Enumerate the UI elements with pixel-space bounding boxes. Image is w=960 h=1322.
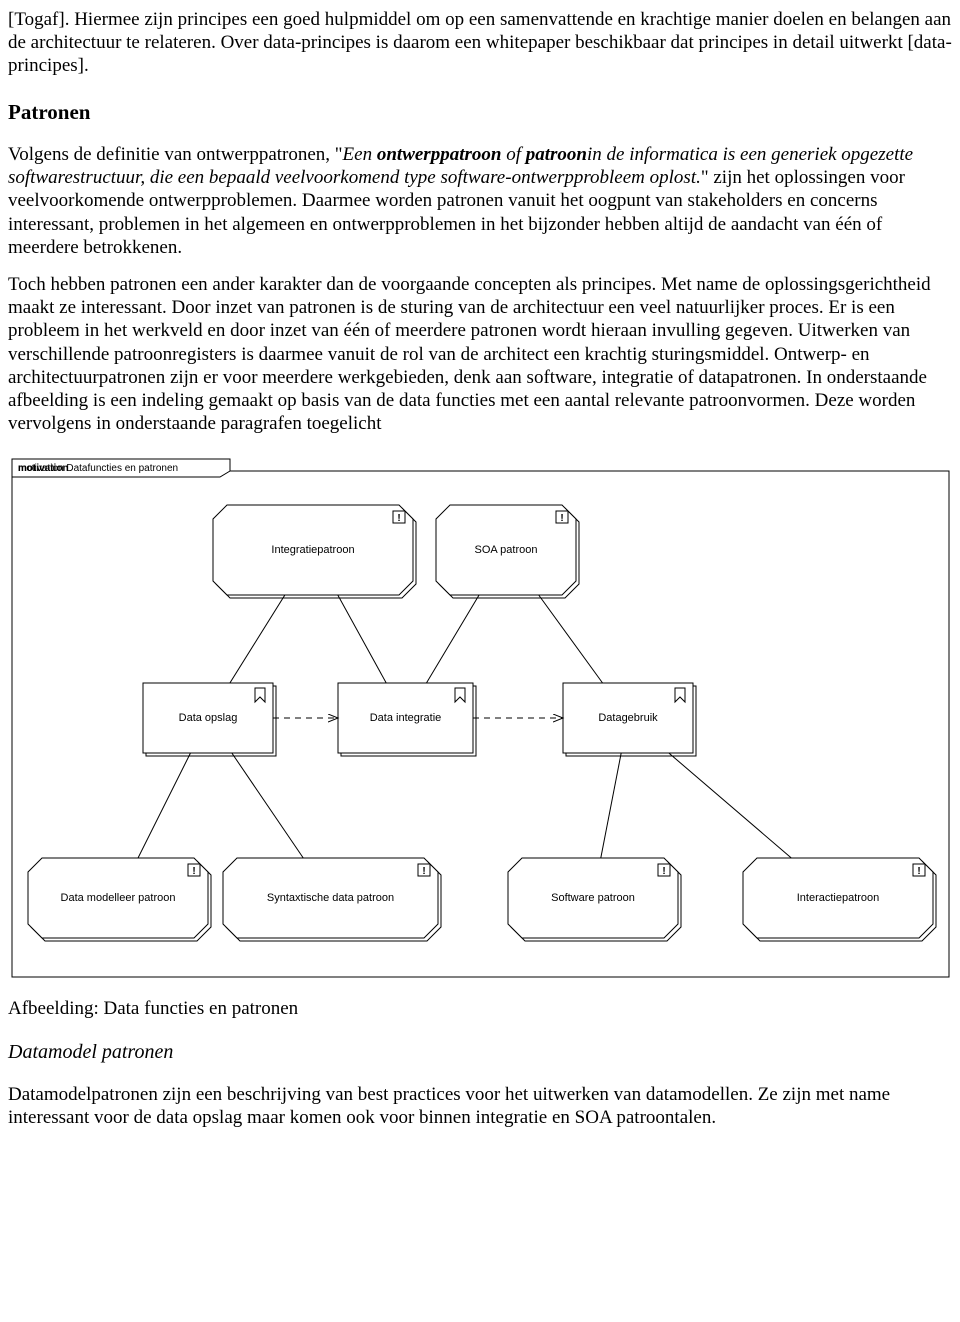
svg-text:Syntaxtische data patroon: Syntaxtische data patroon bbox=[267, 892, 394, 904]
svg-text:!: ! bbox=[422, 866, 425, 877]
svg-text:Software patroon: Software patroon bbox=[551, 892, 635, 904]
s-p2c: ontwerppatroon bbox=[377, 144, 502, 165]
intro-paragraph: [Togaf]. Hiermee zijn principes een goed… bbox=[8, 8, 952, 78]
diagram-svg: motivation Datafuncties en patronenmotiv… bbox=[8, 453, 953, 983]
s-p2e: patroon bbox=[526, 144, 587, 165]
patronen-paragraph-1: Volgens de definitie van ontwerppatronen… bbox=[8, 143, 952, 259]
svg-text:Data integratie: Data integratie bbox=[370, 712, 442, 724]
svg-text:SOA patroon: SOA patroon bbox=[475, 544, 538, 556]
svg-text:!: ! bbox=[397, 513, 400, 524]
diagram-container: motivation Datafuncties en patronenmotiv… bbox=[8, 453, 952, 983]
s-p2d: of bbox=[501, 144, 525, 165]
svg-text:Datagebruik: Datagebruik bbox=[598, 712, 658, 724]
s-p2a: Volgens de definitie van ontwerppatronen… bbox=[8, 144, 343, 165]
svg-text:!: ! bbox=[192, 866, 195, 877]
svg-text:Data opslag: Data opslag bbox=[179, 712, 238, 724]
diagram-caption: Afbeelding: Data functies en patronen bbox=[8, 997, 952, 1020]
svg-text:Data modelleer patroon: Data modelleer patroon bbox=[61, 892, 176, 904]
s-p2b: Een bbox=[343, 144, 377, 165]
svg-text:!: ! bbox=[560, 513, 563, 524]
datamodel-paragraph: Datamodelpatronen zijn een beschrijving … bbox=[8, 1083, 952, 1129]
svg-text:Interactiepatroon: Interactiepatroon bbox=[797, 892, 880, 904]
patronen-paragraph-2: Toch hebben patronen een ander karakter … bbox=[8, 273, 952, 435]
svg-text:!: ! bbox=[662, 866, 665, 877]
s-p2f: in de bbox=[587, 144, 629, 165]
svg-text:Integratiepatroon: Integratiepatroon bbox=[271, 544, 354, 556]
svg-text:motivation: motivation bbox=[18, 463, 69, 474]
heading-datamodel: Datamodel patronen bbox=[8, 1040, 952, 1064]
svg-text:!: ! bbox=[917, 866, 920, 877]
s-p2g: informatica bbox=[629, 144, 718, 165]
heading-patronen: Patronen bbox=[8, 100, 952, 126]
